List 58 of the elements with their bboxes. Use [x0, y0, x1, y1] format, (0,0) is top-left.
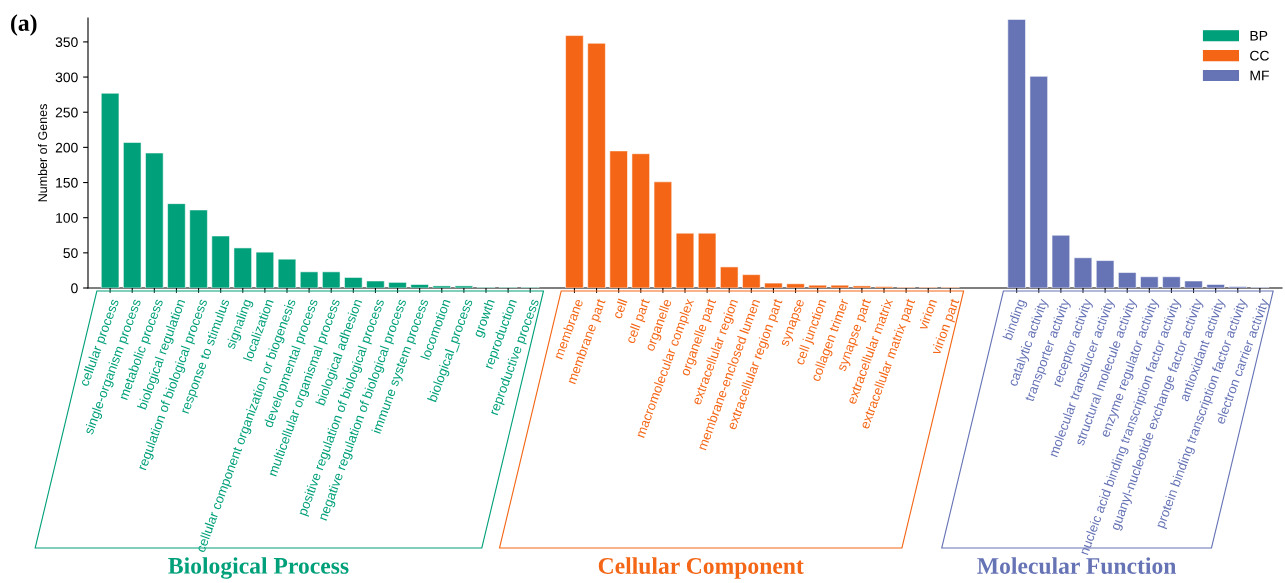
y-tick-label: 250	[55, 107, 78, 118]
bar	[211, 235, 230, 288]
bar	[653, 181, 673, 288]
legend-label: MF	[1250, 70, 1269, 81]
bar	[830, 284, 849, 288]
bar	[454, 285, 474, 288]
bar	[145, 152, 164, 288]
bar	[609, 150, 628, 288]
text: Cellular Component	[598, 557, 804, 579]
bar	[587, 43, 606, 288]
bar	[808, 284, 827, 288]
bar	[675, 232, 695, 288]
text: (a)	[11, 14, 37, 36]
bar	[123, 142, 142, 288]
bar	[1140, 276, 1159, 288]
y-tick-label: 200	[55, 142, 78, 153]
bar	[322, 271, 341, 288]
y-axis-title: Number of Genes	[37, 104, 48, 202]
bar	[764, 282, 783, 288]
y-tick-label: 50	[63, 248, 78, 259]
y-tick-label: 300	[55, 72, 78, 83]
y-tick-label: 350	[55, 37, 78, 48]
bar	[277, 258, 297, 288]
bar	[1007, 19, 1026, 288]
bar	[255, 251, 275, 288]
y-tick-label: 100	[56, 213, 78, 223]
y-tick-label: 150	[56, 177, 78, 188]
x-tick-label: cell	[612, 298, 628, 320]
bar	[344, 277, 363, 288]
bar	[1206, 284, 1225, 288]
bar	[720, 266, 739, 288]
bar	[1029, 76, 1048, 288]
bar	[1162, 276, 1181, 288]
bar	[233, 247, 252, 288]
bar	[189, 209, 208, 288]
bar	[100, 92, 120, 288]
bar	[388, 282, 407, 288]
bar	[1184, 280, 1203, 288]
bar	[1051, 234, 1071, 288]
bar	[432, 285, 451, 288]
bar	[366, 280, 385, 288]
legend-label: BP	[1250, 31, 1268, 41]
text: Biological Process	[168, 557, 349, 579]
text: Molecular Function	[977, 557, 1177, 574]
legend-label: CC	[1250, 50, 1269, 61]
bar	[167, 203, 186, 288]
bar	[786, 283, 805, 288]
bar	[1073, 257, 1093, 288]
bar	[631, 153, 650, 288]
bar	[299, 271, 319, 288]
bar	[1095, 260, 1115, 288]
bar	[1118, 272, 1137, 288]
y-tick-label: 0	[71, 283, 78, 294]
bar	[742, 274, 761, 288]
bar	[697, 232, 717, 288]
bar	[852, 285, 872, 288]
bar	[410, 284, 429, 288]
bar	[565, 35, 584, 288]
